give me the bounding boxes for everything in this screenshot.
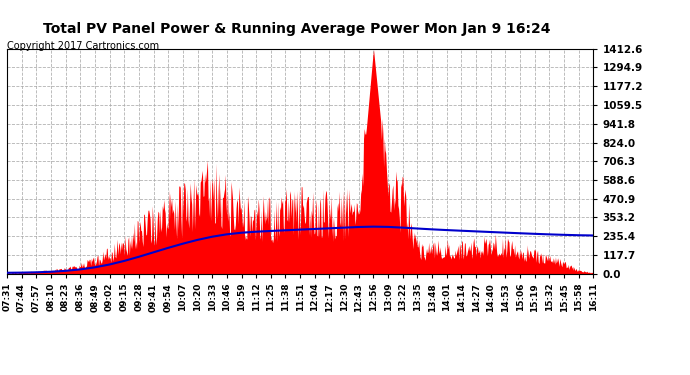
Text: Total PV Panel Power & Running Average Power Mon Jan 9 16:24: Total PV Panel Power & Running Average P… xyxy=(43,22,551,36)
Text: Copyright 2017 Cartronics.com: Copyright 2017 Cartronics.com xyxy=(7,41,159,51)
